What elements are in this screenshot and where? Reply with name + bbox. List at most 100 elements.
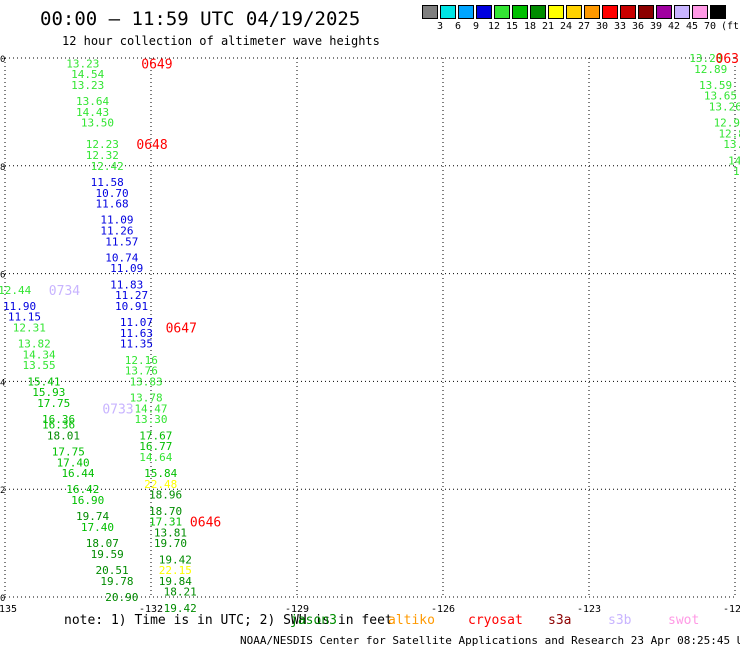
wave-height-value: 20.51 bbox=[96, 564, 129, 577]
wave-height-value: 13.30 bbox=[134, 413, 167, 426]
wave-height-value: 18.21 bbox=[164, 586, 197, 599]
satellite-label-altiko: altiko bbox=[388, 613, 435, 628]
legend-label: 70 bbox=[703, 21, 717, 32]
pass-time-label: 0646 bbox=[190, 516, 221, 531]
wave-height-value: 15.84 bbox=[144, 467, 177, 480]
wave-height-value: 10.74 bbox=[105, 251, 138, 264]
legend-label: 27 bbox=[577, 21, 591, 32]
wave-height-value: 18.07 bbox=[86, 537, 119, 550]
satellite-label-s3b: s3b bbox=[608, 613, 632, 628]
wave-height-value: 10.70 bbox=[96, 187, 129, 200]
wave-height-value: 11.07 bbox=[120, 316, 153, 329]
legend-swatch bbox=[584, 5, 600, 19]
legend-swatch bbox=[566, 5, 582, 19]
x-tick-label: -123 bbox=[577, 604, 601, 615]
satellite-label-cryosat: cryosat bbox=[468, 613, 523, 628]
wave-height-value: 13.86 bbox=[723, 138, 740, 151]
wave-height-value: 17.40 bbox=[81, 521, 114, 534]
satellite-label-jason3: jason3 bbox=[290, 613, 337, 628]
legend-swatch bbox=[620, 5, 636, 19]
wave-height-value: 11.63 bbox=[120, 327, 153, 340]
wave-height-value: 13.83 bbox=[130, 375, 163, 388]
wave-height-value: 11.35 bbox=[120, 338, 153, 351]
wave-height-value: 11.09 bbox=[100, 214, 133, 227]
wave-height-value: 11.68 bbox=[96, 198, 129, 211]
wave-height-value: 22.15 bbox=[159, 564, 192, 577]
wave-height-value: 17.75 bbox=[52, 445, 85, 458]
wave-height-value: 13.28 bbox=[689, 52, 722, 65]
wave-height-value: 13.54 bbox=[733, 165, 740, 178]
legend-swatch bbox=[638, 5, 654, 19]
wave-height-value: 17.75 bbox=[37, 397, 70, 410]
wave-height-value: 13.81 bbox=[154, 526, 187, 539]
wave-height-value: 16.36 bbox=[42, 419, 75, 432]
wave-height-value: 19.42 bbox=[164, 602, 197, 615]
wave-height-value: 11.58 bbox=[91, 176, 124, 189]
wave-height-value: 12.92 bbox=[714, 117, 740, 130]
wave-height-value: 11.26 bbox=[100, 224, 133, 237]
wave-height-value: 12.82 bbox=[718, 127, 740, 140]
wave-height-value: 17.40 bbox=[57, 456, 90, 469]
wave-height-value: 18.96 bbox=[149, 489, 182, 502]
legend-swatch bbox=[692, 5, 708, 19]
x-tick-label: -126 bbox=[431, 604, 455, 615]
wave-height-value: 13.23 bbox=[71, 79, 104, 92]
pass-time-label: 0734 bbox=[49, 284, 80, 299]
legend-swatch bbox=[440, 5, 456, 19]
wave-height-value: 18.70 bbox=[149, 505, 182, 518]
legend-swatch bbox=[458, 5, 474, 19]
wave-height-value: 18.01 bbox=[47, 429, 80, 442]
y-tick-label: 40 bbox=[0, 55, 5, 65]
legend-label: 42 bbox=[667, 21, 681, 32]
legend-swatch bbox=[494, 5, 510, 19]
wave-height-value: 19.42 bbox=[159, 553, 192, 566]
wave-height-value: 19.59 bbox=[91, 548, 124, 561]
wave-height-value: 12.44 bbox=[0, 284, 32, 297]
legend-swatch bbox=[656, 5, 672, 19]
wave-height-value: 11.15 bbox=[8, 311, 41, 324]
legend-label: 12 bbox=[487, 21, 501, 32]
wave-height-value: 16.44 bbox=[61, 467, 94, 480]
legend-label: 33 bbox=[613, 21, 627, 32]
wave-height-value: 10.91 bbox=[115, 300, 148, 313]
legend-swatch bbox=[530, 5, 546, 19]
satellite-label-swot: swot bbox=[668, 613, 700, 628]
legend-label: 30 bbox=[595, 21, 609, 32]
legend-label: 39 bbox=[649, 21, 663, 32]
y-tick-label: 36 bbox=[0, 271, 5, 281]
wave-height-value: 12.32 bbox=[86, 149, 119, 162]
wave-height-value: 11.57 bbox=[105, 235, 138, 248]
legend-label: 21 bbox=[541, 21, 555, 32]
y-tick-label: 30 bbox=[0, 594, 5, 604]
chart-subtitle: 12 hour collection of altimeter wave hei… bbox=[62, 34, 380, 48]
wave-height-value: 15.93 bbox=[32, 386, 65, 399]
wave-height-value: 12.23 bbox=[86, 138, 119, 151]
footer-credit: NOAA/NESDIS Center for Satellite Applica… bbox=[240, 634, 740, 647]
legend-label: 3 bbox=[436, 21, 444, 32]
wave-height-value: 13.82 bbox=[18, 338, 51, 351]
y-tick-label: 38 bbox=[0, 163, 5, 173]
footer-note: note: 1) Time is in UTC; 2) SWH is in fe… bbox=[64, 613, 393, 628]
wave-height-value: 12.42 bbox=[91, 160, 124, 173]
legend-swatch bbox=[476, 5, 492, 19]
chart-title: 00:00 – 11:59 UTC 04/19/2025 bbox=[40, 8, 361, 30]
legend-swatch bbox=[674, 5, 690, 19]
wave-height-value: 14.57 bbox=[728, 154, 740, 167]
wave-height-value: 14.64 bbox=[139, 451, 172, 464]
wave-height-value: 17.67 bbox=[139, 429, 172, 442]
legend-swatch bbox=[548, 5, 564, 19]
legend-label: 15 bbox=[505, 21, 519, 32]
wave-height-value: 19.70 bbox=[154, 537, 187, 550]
wave-height-value: 13.65 bbox=[704, 90, 737, 103]
legend-label: 9 bbox=[472, 21, 480, 32]
wave-height-value: 11.09 bbox=[110, 262, 143, 275]
legend-swatch bbox=[602, 5, 618, 19]
x-tick-label: -120 bbox=[723, 604, 740, 615]
wave-height-value: 13.50 bbox=[81, 117, 114, 130]
legend-label: 18 bbox=[523, 21, 537, 32]
wave-height-value: 13.78 bbox=[130, 392, 163, 405]
wave-height-value: 14.34 bbox=[23, 348, 56, 361]
wave-height-value: 22.48 bbox=[144, 478, 177, 491]
pass-time-label: 063 bbox=[716, 52, 739, 67]
wave-height-value: 16.42 bbox=[66, 483, 99, 496]
